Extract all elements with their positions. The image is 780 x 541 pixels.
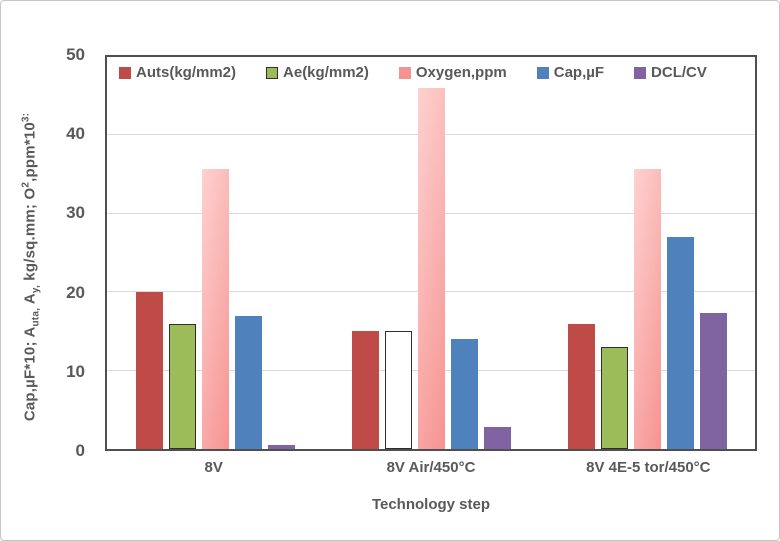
bar-series4-cat3 <box>666 237 694 449</box>
legend-item-5: DCL/CV <box>634 64 707 81</box>
bar-group-1 <box>107 57 323 449</box>
x-axis-category-labels: 8V 8V Air/450°C 8V 4E-5 tor/450°C <box>105 459 757 476</box>
bar-series1-cat2 <box>351 331 379 449</box>
y-tick-label: 0 <box>75 441 85 460</box>
y-tick-label: 10 <box>66 361 85 381</box>
bar-groups <box>107 57 755 449</box>
legend-item-2: Ae(kg/mm2) <box>266 64 369 81</box>
legend-swatch-icon <box>536 66 549 79</box>
x-category-label-3: 8V 4E-5 tor/450°C <box>586 459 711 476</box>
legend-item-4: Cap,µF <box>536 64 605 81</box>
legend-label: Cap,µF <box>553 64 605 81</box>
legend-swatch-icon <box>266 66 279 79</box>
y-tick-label: 30 <box>66 203 85 223</box>
bar-series2-cat3 <box>600 347 628 449</box>
bar-series3-cat3 <box>633 169 661 449</box>
legend-label: Ae(kg/mm2) <box>283 64 369 81</box>
legend-swatch-icon <box>634 66 647 79</box>
legend-item-3: Oxygen,ppm <box>398 64 507 81</box>
legend-swatch-icon <box>398 66 411 79</box>
bar-series4-cat2 <box>450 339 478 449</box>
legend: Auts(kg/mm2) Ae(kg/mm2) Oxygen,ppm Cap,µF DC… <box>119 64 707 81</box>
bar-series3-cat1 <box>201 169 229 449</box>
bar-series4-cat1 <box>234 315 262 449</box>
x-axis-title: Technology step <box>371 496 491 513</box>
legend-label: Oxygen,ppm <box>415 64 507 81</box>
y-tick-label: 40 <box>66 124 85 144</box>
bar-series2-cat1 <box>168 323 196 449</box>
bar-series5-cat3 <box>699 313 727 449</box>
y-axis-tick-labels: 0 10 20 30 40 50 <box>1 45 93 460</box>
bar-series3-cat2 <box>417 88 445 449</box>
legend-item-1: Auts(kg/mm2) <box>119 64 236 81</box>
bar-series1-cat1 <box>135 292 163 449</box>
x-category-label-2: 8V Air/450°C <box>386 459 476 476</box>
legend-label: DCL/CV <box>651 64 707 81</box>
bar-group-3 <box>539 57 755 449</box>
bar-group-2 <box>323 57 539 449</box>
bar-series1-cat3 <box>567 323 595 449</box>
y-tick-label: 20 <box>66 282 85 302</box>
bar-series5-cat2 <box>483 427 511 449</box>
bar-series2-cat2 <box>384 331 412 449</box>
y-tick-label: 50 <box>66 45 85 64</box>
plot-area: Auts(kg/mm2) Ae(kg/mm2) Oxygen,ppm Cap,µF DC… <box>105 55 757 451</box>
x-category-label-1: 8V <box>204 459 223 476</box>
bar-series5-cat1 <box>267 445 295 449</box>
legend-swatch-icon <box>119 66 131 79</box>
legend-label: Auts(kg/mm2) <box>136 64 237 81</box>
